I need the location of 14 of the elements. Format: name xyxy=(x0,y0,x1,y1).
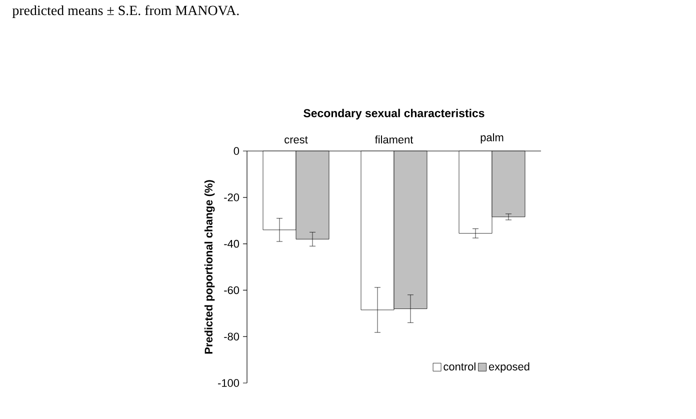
legend-label: exposed xyxy=(488,362,530,373)
y-tick-label: -60 xyxy=(224,286,240,294)
y-tick-label: 0 xyxy=(234,147,240,155)
y-tick-label: -20 xyxy=(224,194,240,202)
y-tick-label: -80 xyxy=(224,332,240,340)
chart-title: Secondary sexual characteristics xyxy=(304,108,484,120)
x-tick-label: filament xyxy=(374,135,414,144)
y-tick-label: -40 xyxy=(224,240,240,248)
x-tick-label: crest xyxy=(284,136,308,144)
y-axis-title: Predicted poportional change (%) xyxy=(204,180,215,354)
text: predicted means ± S.E. from MANOVA. xyxy=(12,5,239,18)
x-tick-label: palm xyxy=(480,133,504,144)
legend-label: control xyxy=(444,362,476,370)
y-tick-label: -100 xyxy=(218,379,240,387)
